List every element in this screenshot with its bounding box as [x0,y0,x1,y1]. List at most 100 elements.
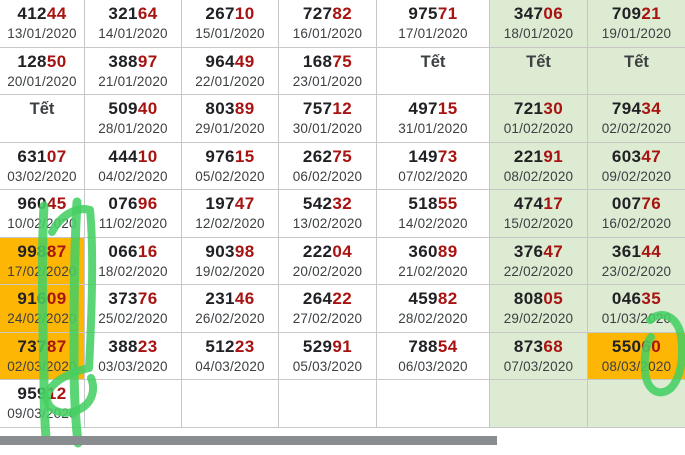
draw-number: 32164 [85,3,181,24]
draw-number-black-digits: 373 [108,289,138,308]
draw-number: 51855 [377,193,489,214]
draw-date: 22/01/2020 [195,73,265,89]
result-cell: 34706 18/01/2020 [490,0,588,48]
draw-number-black-digits: 808 [513,289,544,308]
result-cell: 78854 06/03/2020 [377,332,490,380]
draw-number-black-digits: 168 [302,51,333,71]
draw-number-red-digits: 47 [641,146,662,166]
draw-date: 12/02/2020 [195,216,265,231]
tet-holiday-label: Tết [526,52,551,71]
draw-number-black-digits: 221 [513,146,544,166]
draw-number-red-digits: 23 [234,336,255,356]
draw-date: 10/02/2020 [7,216,77,231]
draw-date: 19/02/2020 [195,263,265,279]
result-cell [377,380,490,428]
draw-date: 07/02/2020 [398,168,468,184]
draw-number-black-digits: 873 [513,336,544,356]
draw-number: 96045 [0,193,84,214]
draw-number-black-digits: 046 [611,289,642,308]
draw-number: 63107 [0,146,84,167]
result-cell: 96045 10/02/2020 [0,190,85,238]
result-cell: 00776 16/02/2020 [588,190,685,238]
result-cell: 72130 01/02/2020 [490,95,588,143]
horizontal-scrollbar-thumb[interactable] [0,436,497,445]
draw-number-red-digits: 15 [234,146,255,166]
draw-number: 55060 [588,336,685,357]
draw-number-red-digits: 87 [46,241,67,261]
result-cell: 07696 11/02/2020 [85,190,182,238]
result-cell: 22191 08/02/2020 [490,142,588,190]
result-cell [588,380,685,428]
draw-number-black-digits: 721 [513,99,544,118]
result-cell: 37647 22/02/2020 [490,237,588,285]
draw-number: 37376 [85,288,181,309]
draw-number-red-digits: 47 [234,194,255,213]
draw-number: 04635 [588,288,685,309]
draw-number: 26422 [279,288,376,309]
result-cell: 54232 13/02/2020 [279,190,377,238]
draw-date: 02/02/2020 [601,121,672,136]
draw-number: 22204 [279,241,376,262]
draw-date: 16/01/2020 [292,26,363,41]
draw-date: 29/01/2020 [195,121,265,136]
draw-date: 14/02/2020 [398,216,468,231]
result-cell: 51223 04/03/2020 [182,332,279,380]
result-cell: 63107 03/02/2020 [0,142,85,190]
draw-number-black-digits: 998 [17,241,47,261]
draw-number-black-digits: 542 [302,194,333,213]
draw-number-red-digits: 82 [332,4,353,23]
draw-number-red-digits: 46 [234,289,255,308]
result-cell: 36089 21/02/2020 [377,237,490,285]
draw-number-red-digits: 47 [543,241,564,261]
draw-number-black-digits: 360 [408,241,438,261]
draw-date: 13/01/2020 [7,26,77,41]
draw-number-red-digits: 44 [641,241,662,261]
draw-date: 09/02/2020 [601,168,672,184]
draw-number: 45982 [377,288,489,309]
result-cell [85,380,182,428]
draw-number-red-digits: 87 [46,336,67,356]
result-cell: 14973 07/02/2020 [377,142,490,190]
draw-date: 23/01/2020 [292,73,363,89]
draw-date: 15/02/2020 [503,216,574,231]
result-cell: 41244 13/01/2020 [0,0,85,48]
result-cell: Tết [490,47,588,95]
draw-date: 23/02/2020 [601,263,672,279]
draw-number: 54232 [279,193,376,214]
draw-number-red-digits: 10 [234,4,255,23]
draw-number-black-digits: 262 [302,146,333,166]
draw-number: 19747 [182,193,278,214]
draw-date: 16/02/2020 [601,216,672,231]
draw-number-black-digits: 709 [611,4,642,23]
draw-number-red-digits: 32 [332,194,353,213]
draw-number: 97571 [377,3,489,24]
draw-number-black-digits: 128 [17,51,47,71]
draw-number: 79434 [588,98,685,119]
draw-number: 37647 [490,241,587,262]
draw-number: 50940 [85,98,181,119]
draw-number-red-digits: 76 [137,289,158,308]
draw-number-red-digits: 64 [137,4,158,23]
tet-holiday-label: Tết [420,52,446,71]
draw-number-red-digits: 73 [437,146,458,166]
draw-number-black-digits: 975 [408,4,438,23]
result-cell: 79434 02/02/2020 [588,95,685,143]
draw-date: 28/01/2020 [98,121,168,136]
draw-date: 01/02/2020 [503,121,574,136]
result-cell: 45982 28/02/2020 [377,285,490,333]
results-table: 41244 13/01/2020 32164 14/01/2020 26710 15/01… [0,0,685,428]
draw-date: 27/02/2020 [292,311,363,326]
result-cell: Tết [377,47,490,95]
draw-number-red-digits: 22 [332,289,353,308]
result-cell: 72782 16/01/2020 [279,0,377,48]
draw-number: 60347 [588,146,685,167]
draw-number-black-digits: 388 [108,336,138,356]
draw-date: 30/01/2020 [292,121,363,136]
result-cell: 97571 17/01/2020 [377,0,490,48]
result-cell [182,380,279,428]
draw-number-red-digits: 89 [437,241,458,261]
draw-number: 26275 [279,146,376,167]
draw-date: 03/03/2020 [98,358,168,374]
draw-date: 20/01/2020 [7,73,77,89]
